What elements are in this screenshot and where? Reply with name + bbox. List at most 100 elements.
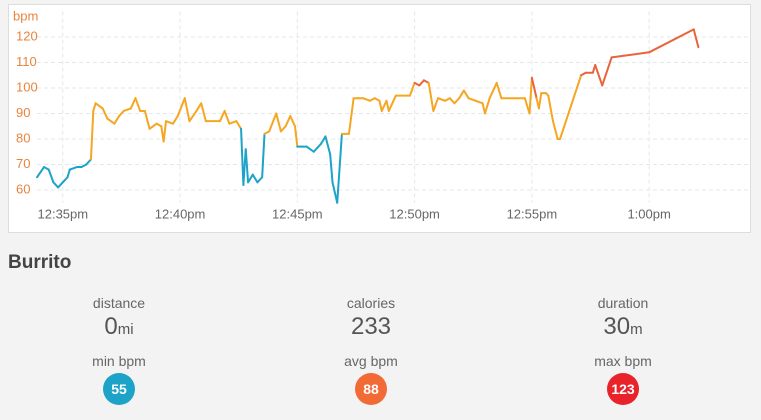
x-tick-label: 12:45pm: [272, 206, 323, 221]
chart: bpm 60 70 80 90 100 110 120 12:35pm 12:40pm 12:45…: [8, 4, 751, 233]
y-axis-label: bpm: [13, 8, 38, 23]
line-segment: [89, 109, 95, 161]
line-segment: [164, 120, 175, 125]
line-segment: [453, 97, 461, 105]
line-segment: [85, 158, 92, 166]
line-segment: [537, 92, 543, 110]
stat-unit: m: [630, 321, 643, 338]
stat-number: 30: [603, 313, 631, 340]
line-segment: [183, 97, 191, 123]
stat-label: distance: [92, 295, 146, 311]
stat: calories 233: [271, 295, 471, 341]
line-segment: [200, 102, 207, 123]
line-segment: [362, 97, 372, 102]
line-segment: [57, 181, 64, 189]
heart-rate-badge: 88: [355, 373, 387, 405]
line-segment: [129, 97, 137, 110]
line-segment: [94, 102, 104, 110]
line-segment: [113, 115, 121, 125]
line-segment: [610, 51, 651, 59]
line-segment: [61, 176, 69, 184]
line-segment: [268, 112, 278, 133]
line-segment: [66, 168, 71, 179]
line-segment: [36, 166, 46, 179]
line-segment: [347, 97, 355, 135]
line-segment: [474, 99, 484, 105]
line-segment: [106, 117, 116, 125]
stat-number: 0: [104, 313, 118, 340]
line-segment: [289, 115, 296, 128]
line-segment: [387, 94, 397, 112]
stat-label: duration: [597, 295, 649, 311]
line-segment: [324, 135, 332, 156]
chart-panel: [8, 4, 751, 233]
stat-value: 30m: [523, 313, 723, 341]
line-segment: [247, 173, 254, 184]
line-segment: [228, 120, 238, 125]
heart-rate-label: min bpm: [92, 353, 146, 369]
line-segment: [305, 145, 315, 153]
stat-label: calories: [346, 295, 396, 311]
stat: distance 0mi: [19, 295, 219, 341]
y-tick-label: 100: [16, 79, 38, 94]
line-segment: [240, 127, 245, 186]
line-segment: [458, 89, 465, 100]
line-segment: [235, 120, 243, 130]
line-segment: [172, 115, 179, 125]
line-segment: [692, 28, 700, 49]
line-segment: [408, 81, 416, 97]
heart-rate-label: avg bpm: [344, 353, 398, 369]
heart-rate-badge: 123: [607, 373, 639, 405]
line-segment: [218, 109, 226, 123]
stat-number: 233: [350, 313, 392, 340]
y-tick-label: 70: [16, 156, 30, 171]
workout-title: Burrito: [8, 252, 72, 273]
line-segment: [284, 115, 292, 128]
line-segment: [319, 135, 327, 146]
line-segment: [467, 97, 477, 102]
line-segment: [279, 125, 287, 133]
y-tick-label: 60: [16, 181, 30, 196]
line-segment: [551, 120, 559, 140]
stat-value: 0mi: [19, 313, 219, 341]
line-segment: [244, 148, 250, 184]
line-segment: [52, 181, 60, 189]
line-segment: [47, 168, 55, 184]
x-tick-label: 12:40pm: [155, 206, 206, 221]
line-segment: [378, 99, 383, 112]
line-segment: [559, 74, 583, 140]
line-segment: [483, 97, 491, 115]
line-segment: [261, 132, 266, 179]
line-segment: [195, 102, 203, 112]
line-segment: [380, 99, 388, 112]
stat-unit: mi: [117, 321, 134, 338]
line-segment: [188, 109, 198, 123]
line-segment: [427, 81, 435, 112]
line-segment: [275, 112, 282, 133]
y-tick-label: 80: [16, 130, 30, 145]
line-segment: [162, 120, 167, 143]
line-segment: [148, 122, 158, 130]
x-tick-label: 12:35pm: [38, 206, 89, 221]
line-segment: [223, 109, 231, 125]
line-segment: [528, 76, 533, 115]
line-segment: [495, 81, 503, 100]
x-tick-label: 1:00pm: [627, 206, 670, 221]
line-segment: [329, 153, 334, 184]
line-segment: [176, 97, 186, 118]
line-segment: [251, 173, 259, 184]
stat: duration 30m: [523, 295, 723, 341]
heart-rate-stat: min bpm 55: [19, 353, 219, 405]
line-segment: [448, 97, 456, 105]
line-segment: [331, 181, 339, 204]
line-segment: [336, 132, 343, 204]
y-tick-label: 110: [16, 54, 37, 69]
line-segment: [530, 76, 538, 100]
y-tick-label: 90: [16, 105, 30, 120]
line-segment: [462, 89, 470, 100]
line-segment: [437, 97, 447, 102]
line-segment: [122, 107, 132, 112]
line-segment: [385, 99, 390, 112]
heart-rate-label: max bpm: [594, 353, 652, 369]
line-segment: [118, 109, 125, 118]
